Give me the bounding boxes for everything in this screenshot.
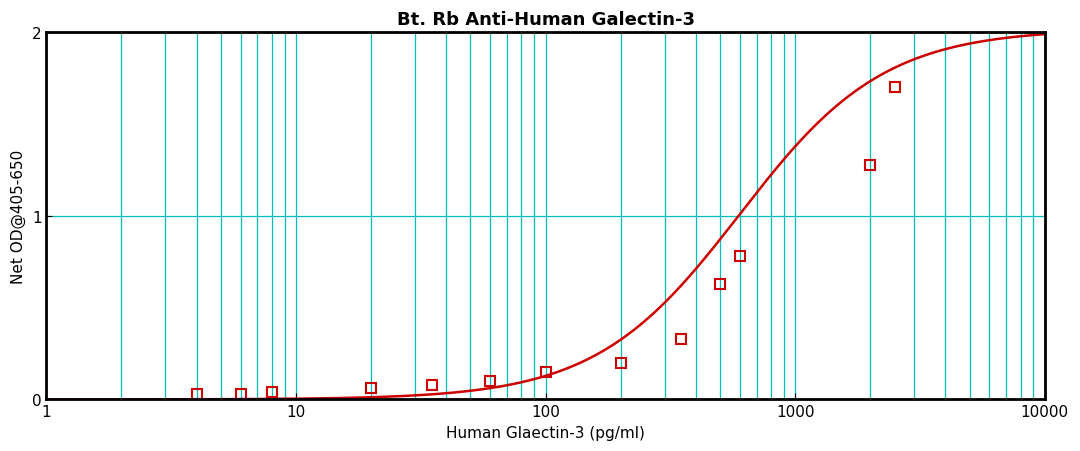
Title: Bt. Rb Anti-Human Galectin-3: Bt. Rb Anti-Human Galectin-3 [396, 11, 694, 29]
Y-axis label: Net OD@405-650: Net OD@405-650 [11, 149, 26, 284]
X-axis label: Human Glaectin-3 (pg/ml): Human Glaectin-3 (pg/ml) [446, 425, 645, 440]
